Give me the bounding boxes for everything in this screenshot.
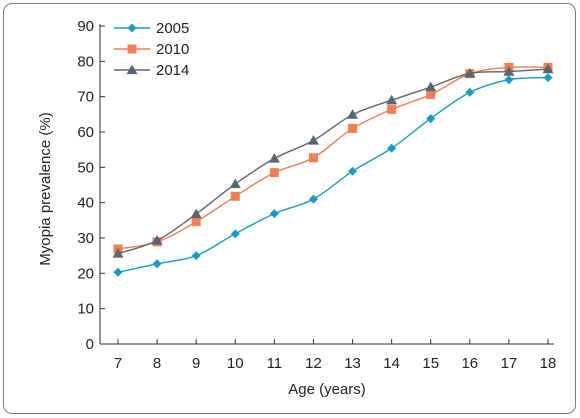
data-point-2010 bbox=[308, 153, 318, 163]
y-tick-label: 40 bbox=[77, 195, 94, 212]
data-point-2014 bbox=[151, 234, 163, 245]
y-tick-label: 10 bbox=[77, 301, 94, 318]
legend-item-2010: 2010 bbox=[114, 41, 189, 58]
data-point-2005 bbox=[504, 75, 514, 85]
data-point-2005 bbox=[387, 143, 397, 153]
data-point-2014 bbox=[112, 248, 124, 258]
x-tick-label: 14 bbox=[383, 355, 400, 372]
series-line-2005 bbox=[117, 76, 549, 273]
x-tick-label: 16 bbox=[461, 355, 478, 372]
series-2010 bbox=[113, 62, 553, 254]
legend-label-2014: 2014 bbox=[156, 62, 189, 79]
y-tick-label: 0 bbox=[86, 336, 94, 353]
data-point-2010 bbox=[269, 168, 279, 178]
legend: 2005 2010 2014 bbox=[114, 20, 189, 79]
y-tick-label: 90 bbox=[77, 18, 94, 35]
y-tick-label: 60 bbox=[77, 124, 94, 141]
legend-label-2005: 2005 bbox=[156, 20, 189, 37]
data-point-2014 bbox=[464, 67, 476, 78]
plot-area bbox=[112, 62, 554, 277]
legend-item-2005: 2005 bbox=[114, 20, 189, 37]
data-point-2014 bbox=[307, 134, 319, 145]
data-point-2014 bbox=[542, 63, 554, 74]
x-tick-label: 11 bbox=[267, 355, 283, 372]
legend-marker-2005 bbox=[127, 23, 137, 33]
x-tick-label: 18 bbox=[540, 355, 557, 372]
y-tick-label: 80 bbox=[77, 53, 94, 70]
data-point-2005 bbox=[426, 114, 436, 124]
x-tick-label: 8 bbox=[153, 355, 161, 372]
data-point-2005 bbox=[543, 73, 553, 83]
data-point-2005 bbox=[191, 251, 201, 261]
data-point-2010 bbox=[230, 191, 240, 201]
data-point-2010 bbox=[387, 104, 397, 114]
data-point-2005 bbox=[465, 87, 475, 97]
y-tick-label: 30 bbox=[77, 230, 94, 247]
data-point-2014 bbox=[268, 153, 280, 163]
series-2014 bbox=[112, 63, 554, 258]
axes: 0 10 20 30 40 50 60 70 80 90 7 8 9 10 11 12 13 14 15 16 17 18… bbox=[37, 18, 556, 398]
data-point-2005 bbox=[230, 229, 240, 239]
x-tick-label: 15 bbox=[422, 355, 439, 372]
x-tick-label: 9 bbox=[192, 355, 200, 372]
x-tick-label: 10 bbox=[227, 355, 244, 372]
data-point-2014 bbox=[503, 66, 515, 76]
data-point-2005 bbox=[348, 166, 358, 176]
x-tick-label: 7 bbox=[114, 355, 122, 372]
data-point-2014 bbox=[347, 109, 359, 119]
series-line-2014 bbox=[117, 68, 549, 255]
legend-marker-2010 bbox=[127, 44, 137, 54]
data-point-2014 bbox=[190, 208, 202, 219]
data-point-2005 bbox=[152, 259, 162, 269]
data-point-2014 bbox=[229, 178, 241, 189]
series-line-2010 bbox=[117, 66, 549, 250]
x-tick-label: 17 bbox=[501, 355, 518, 372]
x-tick-label: 12 bbox=[305, 355, 322, 372]
data-point-2014 bbox=[425, 81, 437, 92]
data-point-2005 bbox=[113, 267, 123, 277]
x-axis-title: Age (years) bbox=[288, 381, 366, 398]
data-point-2010 bbox=[191, 217, 201, 227]
legend-label-2010: 2010 bbox=[156, 41, 189, 58]
data-point-2014 bbox=[386, 94, 398, 105]
data-point-2005 bbox=[269, 209, 279, 219]
data-point-2010 bbox=[348, 123, 358, 133]
data-point-2005 bbox=[308, 194, 318, 204]
y-tick-label: 70 bbox=[77, 89, 94, 106]
y-tick-label: 50 bbox=[77, 159, 94, 176]
series-2005 bbox=[113, 73, 553, 277]
legend-marker-2014 bbox=[126, 64, 138, 75]
data-point-2010 bbox=[426, 90, 436, 100]
y-axis-title: Myopia prevalence (%) bbox=[37, 112, 54, 265]
y-tick-label: 20 bbox=[77, 265, 94, 282]
x-tick-label: 13 bbox=[344, 355, 361, 372]
legend-item-2014: 2014 bbox=[114, 62, 189, 79]
